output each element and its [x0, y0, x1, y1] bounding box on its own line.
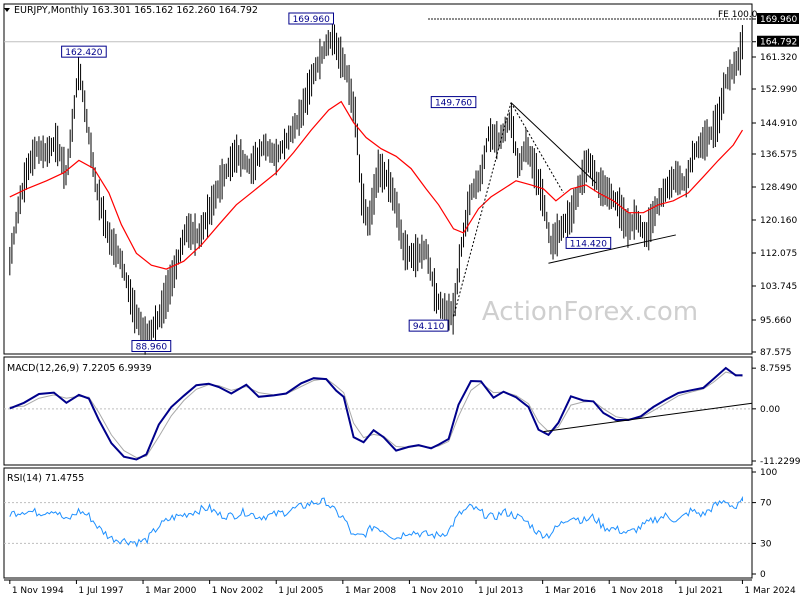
macd-ytick-label: 0.00 — [760, 405, 780, 415]
pane-frames — [3, 3, 753, 581]
dropdown-arrow-icon[interactable] — [4, 8, 10, 12]
price-ytick-label: 144.910 — [760, 119, 797, 129]
trendline-lower — [548, 234, 676, 264]
grid-lines — [4, 18, 752, 544]
price-annotation-box — [430, 96, 477, 109]
x-tick-label: 1 Mar 2024 — [744, 586, 796, 596]
x-axis-labels: 1 Nov 1994 1 Jul 1997 1 Mar 2000 1 Nov 2002… — [9, 580, 796, 596]
x-tick-label: 1 Mar 2008 — [345, 586, 397, 596]
fib-projection-dotted — [453, 102, 512, 317]
price-ytick-label: 161.320 — [760, 53, 797, 63]
rsi-line — [9, 495, 743, 548]
price-ytick-label: 164.792 — [760, 38, 797, 48]
price-annotation-label: 88.960 — [136, 343, 168, 353]
price-pane-title: EURJPY,Monthly 163.301 165.162 162.260 1… — [14, 5, 258, 16]
x-tick-label: 1 Jul 2021 — [678, 586, 723, 596]
rsi-ytick-label: 100 — [760, 468, 777, 478]
pane-frame-1 — [3, 356, 753, 466]
price-annotation-box — [288, 12, 334, 25]
price-annotation-label: 149.760 — [435, 99, 472, 109]
x-tick-label: 1 Nov 2018 — [611, 586, 663, 596]
x-tick-label: 1 Jul 1997 — [78, 586, 123, 596]
x-tick-label: 1 Jul 2013 — [478, 586, 523, 596]
macd-line — [9, 366, 743, 461]
plots — [9, 20, 753, 548]
macd-trendline — [543, 402, 753, 433]
x-tick-label: 1 Mar 2000 — [145, 586, 197, 596]
pane-frame-2 — [3, 467, 753, 579]
price-ytick-label: 169.960 — [760, 15, 797, 25]
x-tick-label: 1 Nov 1994 — [12, 586, 64, 596]
macd-ytick-label: 8.7595 — [760, 364, 792, 374]
y-axis-labels: 169.960 164.792 161.320 152.990 144.910 136.5… — [752, 13, 800, 580]
price-annotation-box — [131, 340, 172, 353]
price-ytick-label: 120.160 — [760, 216, 797, 226]
price-annotation-box — [61, 45, 107, 58]
rsi-ytick-label: 70 — [760, 499, 772, 509]
trendline-upper — [510, 102, 597, 184]
price-annotation-label: 114.420 — [570, 239, 607, 249]
x-tick-label: 1 Nov 2010 — [411, 586, 463, 596]
price-ytick-label: 128.490 — [760, 183, 797, 193]
price-annotation-box — [565, 236, 612, 249]
price-annotations: 169.960 162.420 88.960 149.760 94.110 114.420 — [61, 12, 612, 353]
rsi-ytick-label: 30 — [760, 539, 772, 549]
rsi-pane-title: RSI(14) 71.4755 — [7, 473, 84, 484]
price-annotation-label: 169.960 — [293, 15, 330, 25]
macd-pane-title: MACD(12,26,9) 7.2205 6.9939 — [7, 363, 152, 374]
pane-title-price: EURJPY,Monthly 163.301 165.162 162.260 1… — [4, 5, 258, 16]
fe-label: FE 100.0 — [718, 10, 758, 20]
x-tick-label: 1 Jul 2005 — [278, 586, 323, 596]
price-ytick-label: 87.575 — [760, 348, 792, 358]
moving-average-line — [9, 100, 744, 270]
price-annotation-box — [408, 319, 449, 332]
macd-ytick-label: -11.2299 — [760, 457, 800, 467]
macd-signal-line — [9, 371, 743, 459]
pane-frame-0 — [3, 3, 753, 355]
watermark-text: ActionForex.com — [482, 297, 698, 327]
price-ytick-highlight — [757, 13, 799, 24]
price-annotation-label: 162.420 — [65, 48, 102, 58]
price-ytick-label: 112.075 — [760, 249, 797, 259]
price-ytick-label: 95.660 — [760, 316, 792, 326]
price-ytick-highlight — [757, 35, 799, 47]
rsi-ytick-label: 0 — [760, 570, 766, 580]
x-tick-label: 1 Nov 2002 — [212, 586, 264, 596]
price-ytick-label: 103.745 — [760, 282, 797, 292]
price-annotation-label: 94.110 — [413, 322, 445, 332]
fib-projection-dotted-2 — [510, 102, 564, 194]
price-ytick-label: 152.990 — [760, 85, 797, 95]
price-ytick-label: 136.575 — [760, 150, 797, 160]
x-tick-label: 1 Mar 2016 — [545, 586, 597, 596]
